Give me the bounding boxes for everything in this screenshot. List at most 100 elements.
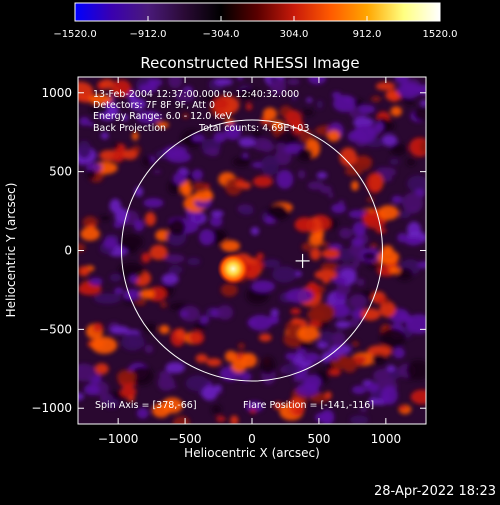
heatmap-cell [163, 254, 185, 264]
heatmap-cell [249, 408, 257, 414]
heatmap-cell [360, 406, 367, 413]
heatmap-cell [192, 134, 205, 142]
heatmap-cell [94, 363, 109, 375]
heatmap-cell [256, 252, 264, 260]
heatmap-cell [362, 252, 376, 260]
heatmap-cell [187, 257, 201, 266]
heatmap-cell [250, 226, 260, 236]
heatmap-cell [86, 169, 97, 180]
heatmap-cell [319, 331, 335, 344]
heatmap-cell [357, 104, 375, 114]
heatmap-cell [285, 110, 302, 128]
heatmap-cell [299, 128, 313, 144]
heatmap-cell [224, 350, 237, 363]
heatmap-cell [238, 372, 252, 382]
colorbar-tick-label: −1520.0 [53, 29, 96, 40]
heatmap-cell [354, 99, 364, 108]
heatmap-cell [362, 212, 380, 223]
heatmap-cell [201, 385, 218, 401]
heatmap-cell [129, 274, 138, 284]
heatmap-cell [89, 277, 103, 286]
heatmap-cell [121, 149, 138, 160]
heatmap-cell [419, 140, 426, 154]
heatmap-cell [258, 333, 272, 342]
heatmap-cell [316, 100, 323, 109]
heatmap-cell [352, 125, 377, 144]
heatmap-cell [291, 317, 301, 324]
heatmap-cell [252, 130, 263, 139]
colorbar-frame [74, 2, 441, 22]
heatmap-cell [78, 243, 86, 253]
heatmap-texture [78, 77, 426, 424]
heatmap-cell [379, 328, 406, 348]
x-tick-label: −1000 [98, 432, 139, 446]
heatmap-cell [365, 382, 379, 393]
heatmap-cell [206, 358, 222, 367]
heatmap-cell [335, 320, 351, 329]
heatmap-cell [404, 99, 416, 106]
heatmap-cell [389, 266, 401, 275]
colorbar-gradient [75, 3, 440, 21]
heatmap-cell [111, 151, 124, 163]
heatmap-cell [144, 344, 154, 354]
solar-limb [121, 119, 383, 382]
heatmap-cell [270, 308, 279, 317]
heatmap-cell [167, 77, 183, 89]
heatmap-cell [285, 288, 314, 304]
heatmap-cell [240, 181, 251, 190]
heatmap-cell [114, 287, 124, 295]
heatmap-cell [300, 360, 313, 368]
heatmap-cell [287, 78, 300, 86]
heatmap-cell [329, 243, 343, 251]
heatmap-cell [168, 265, 183, 274]
colorbar-tick-label: −304.0 [202, 29, 239, 40]
colorbar-tick-label: 304.0 [280, 29, 309, 40]
heatmap-cell [113, 221, 124, 229]
heatmap-cell [206, 147, 220, 157]
heatmap-cell [147, 286, 167, 302]
spin-axis-marker [295, 253, 310, 268]
x-axis-label: Heliocentric X (arcsec) [184, 446, 320, 460]
y-tick-label: 1000 [41, 86, 72, 100]
heatmap-cell [339, 357, 357, 366]
heatmap-cell [214, 78, 233, 86]
heatmap-cell [149, 244, 168, 260]
heatmap-cell [329, 354, 340, 361]
y-tick-label: 0 [64, 244, 72, 258]
heatmap-cell [390, 143, 407, 156]
heatmap-cell [202, 92, 217, 102]
heatmap-cell [78, 363, 97, 382]
heatmap-cell [308, 77, 327, 85]
heatmap-cell [252, 175, 273, 188]
heatmap-cell [89, 103, 108, 115]
heatmap-cell [380, 385, 398, 405]
heatmap-cell [239, 206, 254, 216]
heatmap-cell [417, 261, 426, 269]
heatmap-cell [351, 341, 359, 347]
colorbar: −1520.0 −912.0 −304.0 304.0 912.0 1520.0 [53, 2, 458, 40]
heatmap-cell [241, 352, 257, 368]
heatmap-cell [285, 320, 301, 335]
total-counts-label: Total counts: 4.69E+03 [198, 123, 309, 134]
heatmap-cell [406, 360, 426, 381]
x-tick-label: 500 [307, 432, 330, 446]
heatmap-cell [78, 140, 92, 159]
heatmap-cell [130, 366, 154, 386]
heatmap-cell [83, 383, 100, 396]
heatmap-cell [413, 107, 426, 122]
heatmap-cell [182, 113, 189, 119]
heatmap-cell [307, 181, 325, 190]
heatmap-cell [216, 416, 226, 422]
heatmap-cell [314, 269, 338, 281]
heatmap-cell [297, 170, 306, 179]
heatmap-cell [259, 141, 275, 153]
heatmap-cell [242, 152, 249, 159]
heatmap-cell [269, 77, 278, 83]
heatmap-cell [220, 240, 241, 252]
heatmap-cell [294, 217, 315, 233]
heatmap-cell [193, 323, 203, 328]
heatmap-cell [79, 116, 90, 126]
colorbar-tick-label: −912.0 [129, 29, 166, 40]
heatmap-cell [385, 89, 401, 101]
heatmap-cell [99, 215, 111, 221]
